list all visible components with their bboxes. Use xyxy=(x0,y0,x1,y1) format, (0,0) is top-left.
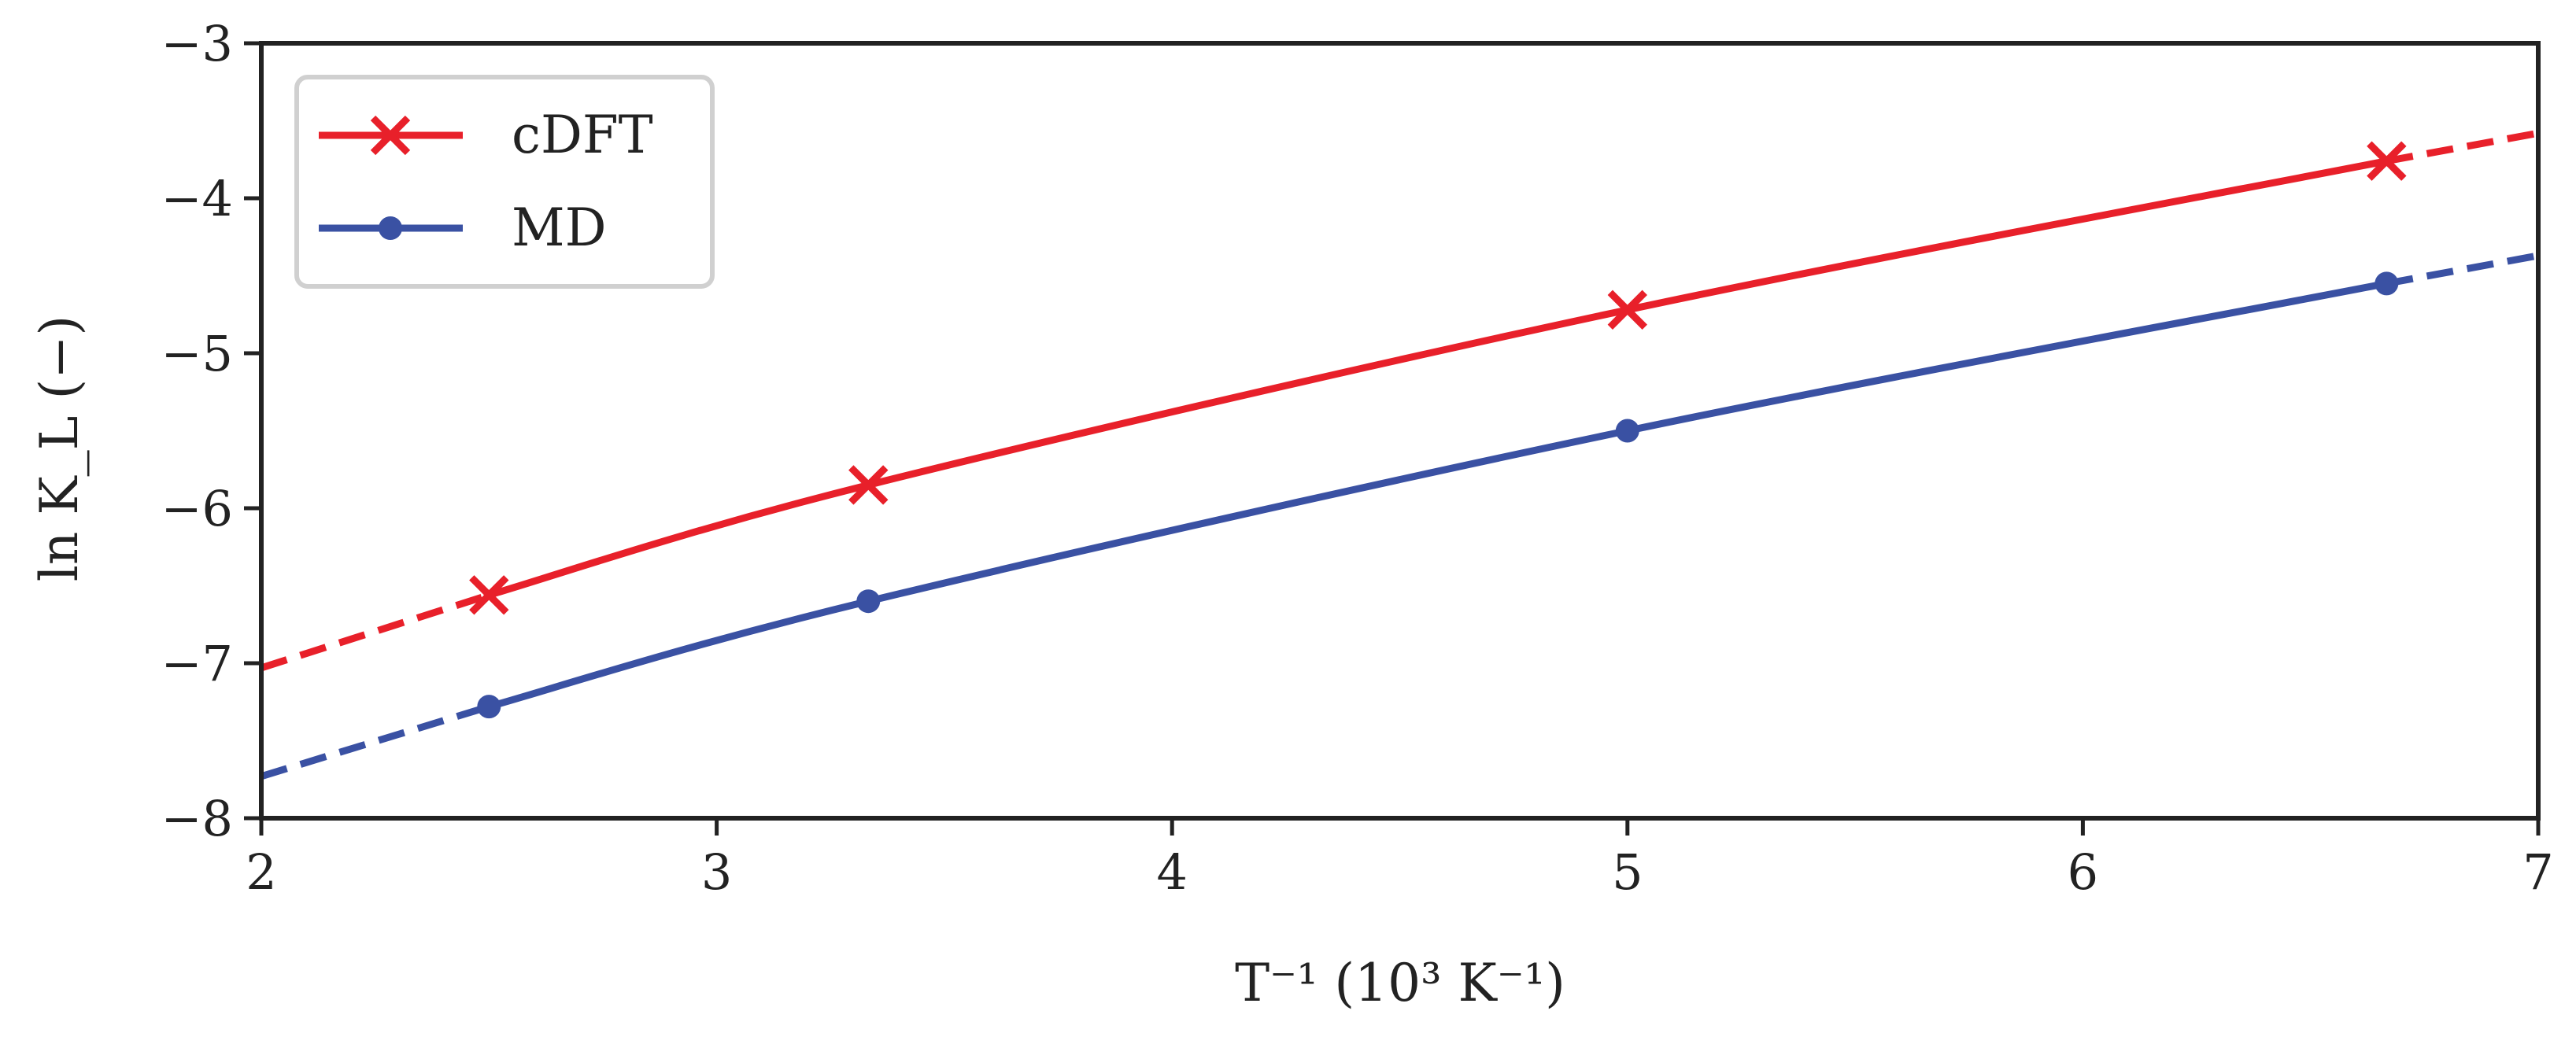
x-axis-ticks: 2 3 4 5 6 7 xyxy=(246,818,2554,901)
series-md-point xyxy=(2375,271,2399,296)
y-axis-label: ln K_L (−) xyxy=(29,315,90,582)
y-tick-label: −7 xyxy=(161,635,233,692)
plot-content xyxy=(260,129,2539,780)
series-cdft-point xyxy=(1607,290,1647,330)
series-md-line xyxy=(488,279,2388,710)
y-tick-label: −5 xyxy=(161,325,233,382)
x-tick-label: 4 xyxy=(1156,843,1187,901)
legend-cdft-label: cDFT xyxy=(512,105,653,165)
legend-cdft-marker xyxy=(370,115,411,156)
series-cdft-point xyxy=(848,465,889,505)
series-cdft-point xyxy=(469,575,509,615)
x-axis-label: T⁻¹ (10³ K⁻¹) xyxy=(1235,953,1565,1013)
x-tick-label: 7 xyxy=(2522,843,2553,901)
series-cdft-extrapolation-high xyxy=(2386,129,2539,165)
legend-md-label: MD xyxy=(512,197,607,258)
y-axis-ticks: −8 −7 −6 −5 −4 −3 xyxy=(161,15,261,847)
series-cdft-point xyxy=(2367,141,2407,181)
plot-frame xyxy=(259,41,2541,821)
series-md-extrapolation-high xyxy=(2386,252,2539,287)
x-tick-label: 6 xyxy=(2068,843,2098,901)
y-tick-label: −4 xyxy=(161,170,233,227)
y-tick-label: −6 xyxy=(161,480,233,537)
x-tick-label: 2 xyxy=(246,843,276,901)
series-md-point xyxy=(477,695,501,719)
legend-md-marker xyxy=(379,216,402,240)
y-tick-label: −8 xyxy=(161,790,233,847)
x-tick-label: 3 xyxy=(701,843,732,901)
y-tick-label: −3 xyxy=(161,15,233,72)
x-tick-label: 5 xyxy=(1612,843,1643,901)
series-md-point xyxy=(856,589,881,614)
legend: cDFT MD xyxy=(294,75,715,289)
series-cdft-line xyxy=(488,157,2388,599)
series-md-point xyxy=(1615,419,1639,443)
